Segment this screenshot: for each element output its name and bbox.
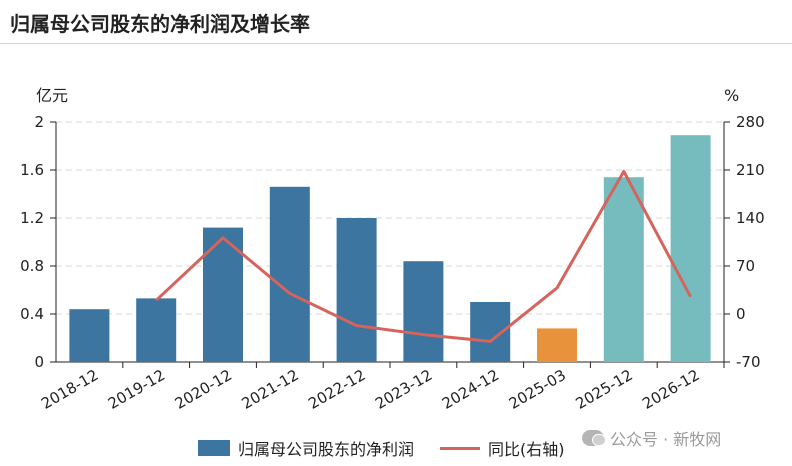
axes: 0 0.4 0.8 1.2 1.6 2 -70 0 70 140 210 280 2018-12 2019…	[20, 113, 765, 413]
x-axis-tick-label: 2025-12	[573, 366, 636, 413]
x-axis-tick-label: 2019-12	[105, 366, 168, 413]
bar	[670, 135, 711, 362]
title-bar: 归属母公司股东的净利润及增长率	[0, 0, 792, 44]
right-axis-tick-label: -70	[736, 353, 761, 371]
line-series	[155, 169, 692, 343]
left-axis-tick-label: 0.8	[20, 257, 44, 275]
right-axis-tick-label: 210	[736, 161, 765, 179]
bar	[403, 261, 444, 362]
left-axis-tick-label: 2	[34, 113, 44, 131]
bar	[537, 328, 577, 362]
bar-series	[69, 135, 711, 362]
x-axis-tick-label: 2018-12	[38, 366, 101, 413]
legend: 归属母公司股东的净利润 同比(右轴)	[198, 437, 565, 459]
x-axis-tick-label: 2022-12	[305, 366, 368, 413]
chart-canvas: 0 0.4 0.8 1.2 1.6 2 -70 0 70 140 210 280 2018-12 2019…	[20, 86, 765, 413]
watermark-text: 公众号 · 新牧网	[610, 430, 722, 449]
right-axis-tick-label: 70	[736, 257, 755, 275]
bar	[269, 186, 310, 362]
legend-line-swatch	[440, 446, 481, 450]
bar	[136, 298, 177, 362]
x-axis-tick-label: 2021-12	[239, 366, 302, 413]
right-axis-unit: %	[724, 86, 739, 105]
legend-bar-swatch	[198, 440, 230, 456]
left-axis-tick-label: 1.6	[20, 161, 44, 179]
legend-bar-label: 归属母公司股东的净利润	[238, 440, 415, 459]
x-axis-tick-label: 2023-12	[372, 366, 435, 413]
x-axis-tick-label: 2026-12	[639, 366, 702, 413]
yoy-line	[155, 169, 692, 343]
left-axis-tick-label: 0.4	[20, 305, 44, 323]
left-axis-tick-label: 1.2	[20, 209, 44, 227]
wechat-icon	[582, 430, 606, 446]
right-axis-tick-label: 280	[736, 113, 765, 131]
bar	[336, 218, 377, 362]
bar	[603, 177, 644, 362]
chart-title: 归属母公司股东的净利润及增长率	[10, 12, 310, 36]
right-axis-tick-label: 0	[736, 305, 746, 323]
bar	[69, 309, 110, 362]
left-axis-tick-label: 0	[34, 353, 44, 371]
right-axis-tick-label: 140	[736, 209, 765, 227]
watermark: 公众号 · 新牧网	[582, 426, 721, 450]
x-axis-tick-label: 2025-03	[506, 366, 569, 413]
x-axis-tick-label: 2024-12	[439, 366, 502, 413]
left-axis-unit: 亿元	[36, 86, 68, 105]
x-axis-tick-label: 2020-12	[172, 366, 235, 413]
legend-line-label: 同比(右轴)	[488, 440, 565, 459]
